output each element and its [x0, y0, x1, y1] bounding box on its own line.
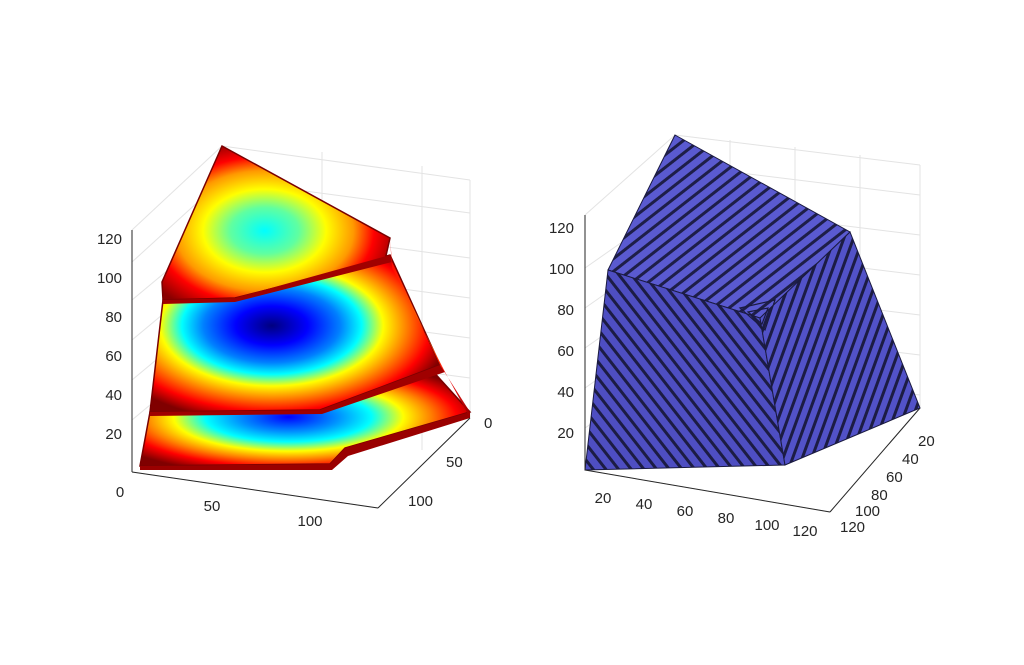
right-z-ticks: 20 40 60 80 100 120 [549, 220, 574, 442]
left-axis-lines [131, 230, 471, 509]
left-x-ticks: 0 50 100 [116, 484, 323, 530]
right-x-tick: 20 [595, 490, 612, 507]
right-y-tick: 40 [902, 451, 919, 468]
right-y-tick: 100 [855, 503, 880, 520]
right-y-ticks: 20 40 60 80 100 120 [840, 433, 935, 536]
left-axes: 20 40 60 80 100 120 0 50 100 0 50 100 [97, 144, 492, 530]
right-z-tick: 100 [549, 261, 574, 278]
slice-side-wall [390, 238, 470, 418]
right-y-tick: 20 [918, 433, 935, 450]
isosurface [584, 134, 921, 471]
left-z-tick: 40 [105, 387, 122, 404]
left-x-tick: 50 [204, 498, 221, 515]
right-y-tick: 60 [886, 469, 903, 486]
left-z-tick: 80 [105, 309, 122, 326]
right-y-tick: 120 [840, 519, 865, 536]
right-z-tick: 60 [557, 343, 574, 360]
right-z-tick: 120 [549, 220, 574, 237]
right-z-tick: 20 [557, 425, 574, 442]
right-x-tick: 60 [677, 503, 694, 520]
left-z-tick: 100 [97, 270, 122, 287]
iso-apex-rings [738, 299, 776, 332]
right-x-tick: 80 [718, 510, 735, 527]
right-y-tick: 80 [871, 487, 888, 504]
right-axis-lines [584, 215, 921, 513]
left-y-tick: 100 [408, 493, 433, 510]
left-z-tick: 120 [97, 231, 122, 248]
left-x-tick: 100 [297, 513, 322, 530]
slice-middle-edge [150, 365, 445, 416]
left-z-ticks: 20 40 60 80 100 120 [97, 231, 122, 443]
right-x-tick: 100 [754, 517, 779, 534]
left-slices [139, 144, 472, 470]
right-z-tick: 40 [557, 384, 574, 401]
left-z-tick: 20 [105, 426, 122, 443]
left-y-tick: 50 [446, 454, 463, 471]
right-axes: 20 40 60 80 100 120 20 40 60 80 100 120 … [549, 134, 935, 540]
left-z-tick: 60 [105, 348, 122, 365]
left-x-tick: 0 [116, 484, 124, 501]
left-y-tick: 0 [484, 415, 492, 432]
left-y-ticks: 0 50 100 [408, 415, 492, 510]
right-x-ticks: 20 40 60 80 100 120 [595, 490, 818, 540]
right-x-tick: 40 [636, 496, 653, 513]
right-x-tick: 120 [792, 523, 817, 540]
right-z-tick: 80 [557, 302, 574, 319]
